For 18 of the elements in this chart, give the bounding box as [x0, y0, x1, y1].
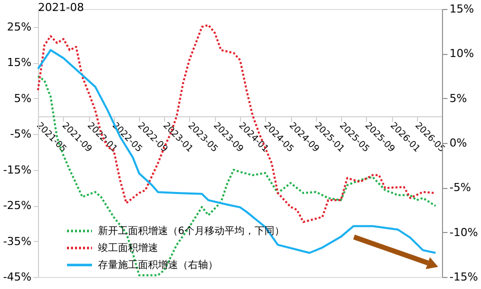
y-tick-label: 5% — [14, 92, 32, 105]
y-tick-label: 15% — [7, 56, 32, 70]
y2-tick-label: 5% — [450, 92, 467, 105]
y2-tick-label: 0% — [450, 136, 467, 150]
y-tick-label: -35% — [3, 234, 32, 248]
y2-tick-label: 15% — [450, 2, 474, 16]
y2-tick-label: -5% — [450, 181, 471, 194]
y-tick-label: -45% — [3, 270, 32, 284]
annotation: 2021-08 — [38, 1, 84, 14]
y-tick-label: -15% — [3, 163, 32, 176]
y-tick-label: 25% — [7, 20, 32, 34]
legend-label: 竣工面积增速 — [98, 242, 158, 254]
y2-tick-label: 10% — [450, 47, 474, 60]
y2-tick-label: -10% — [450, 226, 478, 239]
legend-label: 存量施工面积增速（右轴） — [98, 259, 218, 271]
y-tick-label: -5% — [10, 128, 32, 141]
y2-tick-label: -15% — [450, 270, 478, 284]
y-tick-label: -25% — [3, 199, 32, 212]
